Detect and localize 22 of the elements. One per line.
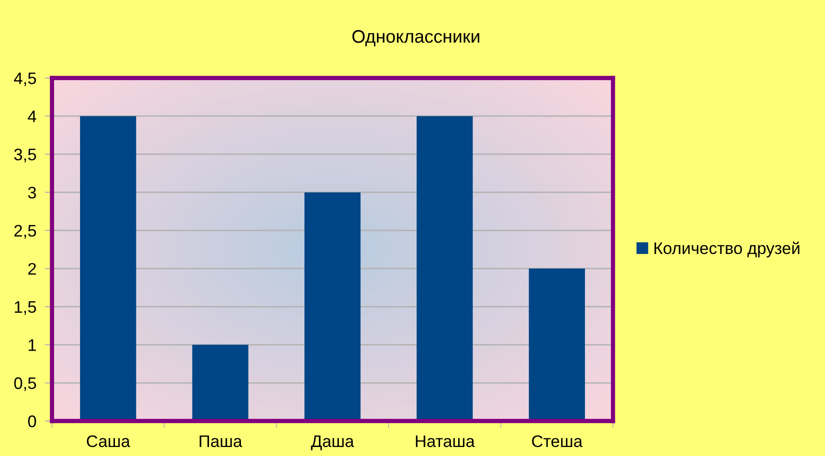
- chart-title: Одноклассники: [352, 30, 480, 46]
- y-tick-label: 3: [28, 186, 36, 199]
- y-tick-label: 3,5: [14, 148, 36, 162]
- y-tick-label: 2: [28, 262, 36, 275]
- y-tick-label: 0: [28, 415, 36, 428]
- x-tick-label: Стеша: [532, 435, 583, 448]
- x-tick-label: Паша: [200, 436, 242, 448]
- legend-label: Количество друзей: [654, 242, 800, 258]
- y-tick-label: 1,5: [14, 301, 36, 315]
- x-tick-label: Наташа: [416, 436, 475, 448]
- bar: [416, 116, 473, 421]
- x-tick-label: Саша: [86, 435, 130, 448]
- bar: [80, 116, 136, 421]
- bar: [192, 344, 248, 421]
- y-tick-label: 2,5: [14, 224, 36, 239]
- x-tick-label: Даша: [311, 436, 354, 450]
- y-tick-label: 4: [28, 110, 36, 122]
- y-tick-label: 1: [28, 339, 36, 351]
- bar: [528, 268, 585, 421]
- bar: [304, 192, 361, 421]
- y-tick-label: 4,5: [14, 72, 36, 86]
- y-tick-label: 0,5: [14, 377, 36, 392]
